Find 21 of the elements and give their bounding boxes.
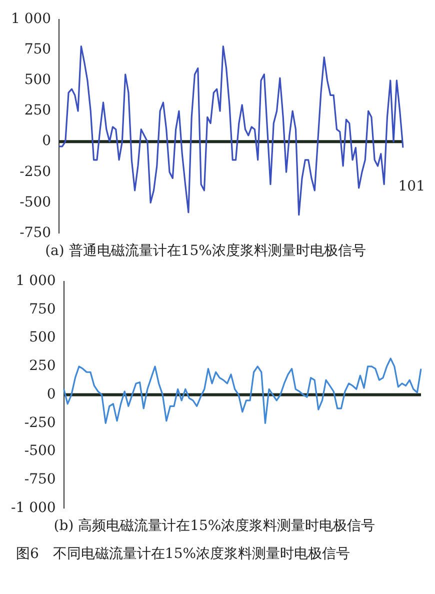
y-tick-label: 750: [24, 42, 52, 58]
y-tick-label: -250: [24, 414, 56, 431]
y-tick-label: 0: [42, 133, 52, 150]
text: (a) 普通电磁流量计在15%浓度浆料测量时电极信号: [45, 242, 366, 260]
y-tick-label: 500: [24, 72, 52, 88]
y-tick-label: -750: [24, 471, 56, 488]
y-tick-label: -250: [20, 164, 52, 180]
y-tick-label: 1 000: [10, 11, 52, 28]
y-tick-label: 250: [29, 358, 56, 374]
y-tick-label: 0: [46, 386, 56, 402]
y-tick-label: 1 000: [16, 273, 56, 290]
y-tick-label: 750: [29, 301, 56, 318]
text: (b) 高频电磁流量计在15%浓度浆料测量时电极信号: [54, 518, 376, 534]
annotation: 101: [398, 178, 425, 194]
y-tick-label: -750: [20, 224, 52, 241]
y-tick-label: 250: [24, 102, 52, 119]
y-tick-label: -500: [24, 443, 56, 460]
y-tick-label: -1 000: [10, 500, 56, 516]
caption: 图6 不同电磁流量计在15%浓度浆料测量时电极信号: [15, 545, 352, 563]
y-tick-label: -500: [20, 194, 52, 210]
y-tick-label: 500: [29, 330, 56, 346]
